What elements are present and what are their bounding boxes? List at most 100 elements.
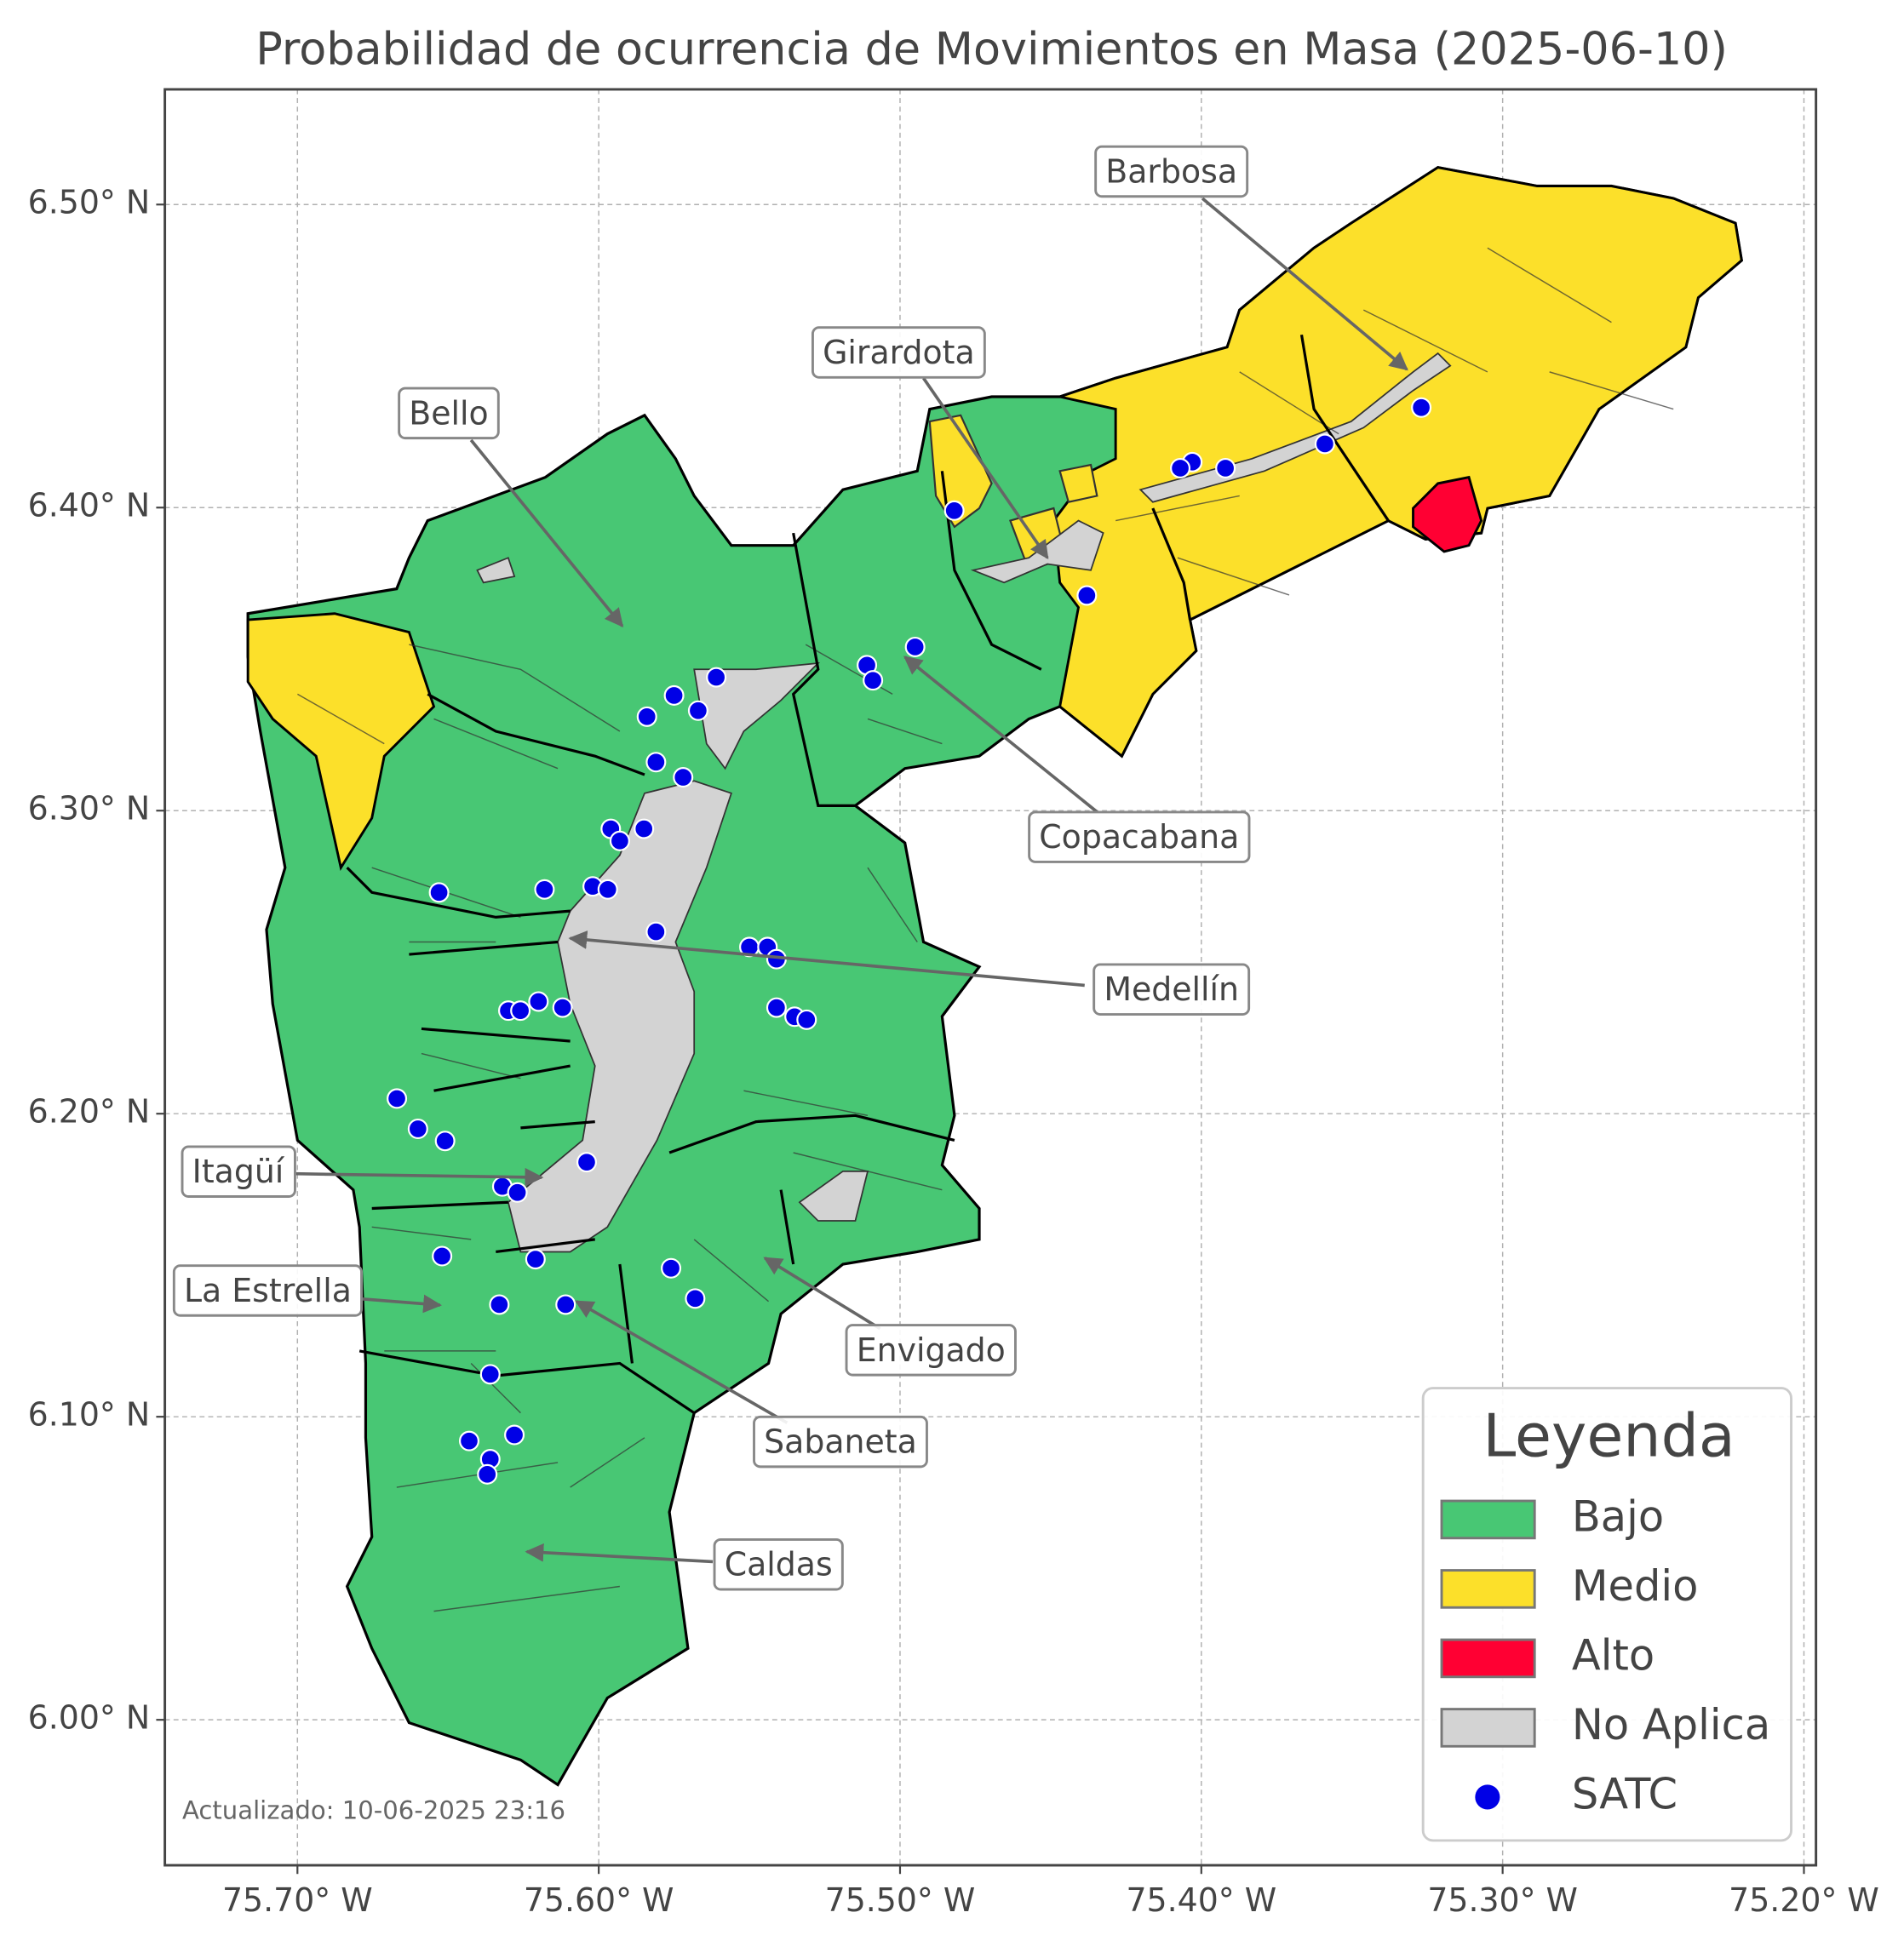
annotation-label: Caldas [725,1546,833,1583]
satc-point [943,500,965,521]
region-no-aplica [1138,352,1452,503]
annotation-arrow [1201,197,1408,371]
annotation-box [811,326,986,379]
satc-point [1411,397,1432,418]
satc-point [534,879,555,900]
annotation: Medellín [568,930,1251,1016]
annotation-label: Bello [409,394,488,432]
satc-point [673,767,694,788]
legend-title: Leyenda [1482,1402,1735,1471]
annotation-box [1094,145,1249,198]
annotation-box [181,1145,296,1198]
satc-point [661,1257,682,1279]
legend-label: Medio [1572,1561,1699,1611]
satc-point [525,1249,546,1270]
annotation-arrow [922,377,1049,560]
annotation-arrow [525,1543,714,1564]
x-tick-label: 75.40° W [1126,1881,1276,1919]
satc-point [507,1182,528,1203]
annotation-arrow [295,1167,544,1187]
footer-note: Actualizado: 10-06-2025 23:16 [182,1795,565,1824]
annotation: La Estrella [172,1264,442,1317]
annotation-box [1093,963,1251,1016]
satc-point [1076,585,1098,606]
annotation: Girardota [811,326,1049,560]
annotation: Copacabana [903,656,1251,863]
satc-point [528,991,549,1012]
satc-point [796,1009,817,1030]
annotation-label: Copacabana [1039,818,1239,856]
satc-point [432,1245,453,1267]
annotation-arrow [361,1294,442,1314]
x-tick-label: 75.70° W [222,1881,373,1919]
satc-point [706,667,727,688]
y-tick-label: 6.30° N [28,790,150,827]
region-alto [1412,475,1483,553]
legend-label: Bajo [1572,1492,1664,1541]
annotation-arrow [763,1257,881,1331]
annotation: Caldas [525,1537,844,1591]
annotation-box [845,1324,1017,1377]
legend: Leyenda Bajo Medio Alto No Aplica SATC [1421,1387,1792,1842]
x-tick-label: 75.30° W [1427,1881,1578,1919]
satc-point [634,818,655,839]
legend-swatch [1440,1569,1536,1609]
legend-label: No Aplica [1572,1700,1770,1749]
annotation-label: Barbosa [1105,152,1237,190]
annotation-arrow [575,1300,789,1424]
legend-swatch [1440,1499,1536,1540]
annotation: Bello [398,386,624,628]
satc-point [1170,457,1191,478]
annotation-box [398,386,500,440]
region-no-aplica [507,780,732,1253]
plot-frame [163,88,1818,1867]
satc-point [479,1364,501,1385]
y-tick-label: 6.20° N [28,1093,150,1131]
region-medio [1058,463,1098,504]
x-tick-label: 75.50° W [825,1881,976,1919]
legend-label: SATC [1572,1769,1677,1818]
satc-point [477,1463,498,1485]
satc-point [387,1088,408,1109]
satc-point [597,879,618,900]
ticks: 75.70° W 75.60° W 75.50° W 75.40° W 75.30° W… [28,184,1879,1919]
satc-point [489,1294,510,1315]
annotation-label: Girardota [823,334,975,371]
annotation-box [753,1415,928,1469]
satc-point [504,1424,525,1446]
annotation: Envigado [763,1257,1017,1377]
annotation-arrow [568,930,1085,988]
map-title: Probabilidad de ocurrencia de Movimiento… [255,23,1728,75]
satc-point [687,700,708,721]
y-tick-label: 6.00° N [28,1699,150,1737]
annotation-box [713,1537,844,1591]
satc-point [434,1131,456,1152]
annotation-arrow [903,656,1098,814]
annotations: Barbosa Girardota Bello Copacabana Medel… [172,145,1408,1591]
annotation: Barbosa [1094,145,1408,371]
x-tick-label: 75.20° W [1729,1881,1879,1919]
satc-point [1215,457,1236,478]
satc-point [576,1152,597,1173]
annotation-label: La Estrella [184,1272,352,1309]
satc-point [407,1118,428,1140]
satc-point [428,882,450,903]
satc-point [663,684,685,706]
annotation-label: Sabaneta [764,1423,917,1461]
satc-point [645,752,667,773]
satc-point [510,1000,531,1022]
legend-label: Alto [1572,1630,1655,1680]
region-no-aplica [476,557,516,584]
annotation-box [1028,810,1251,863]
region-medio [1052,166,1743,759]
annotation-arrow [469,438,624,628]
y-tick-label: 6.50° N [28,184,150,221]
municipal-boundaries [297,247,1674,1612]
regions [246,165,1744,1787]
satc-point [609,830,630,851]
y-tick-label: 6.40° N [28,487,150,524]
region-no-aplica [798,1170,869,1222]
annotation-label: Itagüí [192,1153,285,1190]
region-medio [246,612,436,871]
